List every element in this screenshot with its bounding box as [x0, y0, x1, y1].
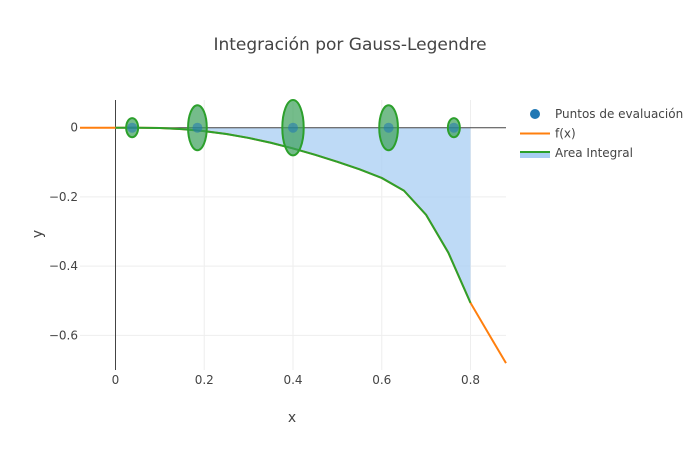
evaluation-points	[127, 122, 459, 133]
legend-label-area: Area Integral	[555, 146, 633, 160]
integral-area-layer	[115, 127, 471, 303]
evaluation-point	[288, 122, 298, 133]
legend: Puntos de evaluación f(x) Area Integral	[520, 107, 683, 160]
y-tick-label: −0.6	[49, 328, 78, 342]
y-tick-label: −0.2	[49, 190, 78, 204]
evaluation-point	[127, 122, 138, 133]
y-tick-label: 0	[70, 121, 78, 135]
y-tick-label: −0.4	[49, 259, 78, 273]
y-axis-title: y	[30, 230, 46, 238]
tick-labels: 0 0.2 0.4 0.6 0.8 0 −0.2 −0.4 −0.6	[49, 121, 480, 387]
x-tick-label: 0.8	[461, 373, 480, 387]
legend-label-points: Puntos de evaluación	[555, 107, 683, 121]
x-axis-title: x	[288, 410, 296, 426]
integral-area	[115, 127, 471, 303]
legend-marker-area-fill	[520, 152, 550, 158]
evaluation-point	[448, 122, 459, 133]
x-tick-label: 0	[112, 373, 120, 387]
evaluation-point	[192, 122, 203, 133]
legend-marker-points	[530, 109, 540, 119]
x-tick-label: 0.2	[195, 373, 214, 387]
evaluation-point	[383, 122, 394, 133]
legend-label-fx: f(x)	[555, 127, 576, 141]
x-tick-label: 0.6	[372, 373, 391, 387]
chart-title: Integración por Gauss-Legendre	[213, 35, 486, 55]
x-tick-label: 0.4	[283, 373, 302, 387]
